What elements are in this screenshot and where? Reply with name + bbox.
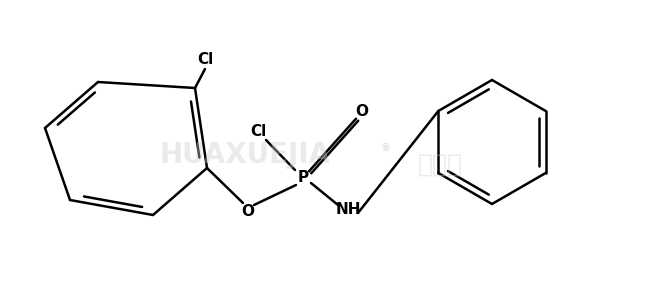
Text: 化学加: 化学加	[417, 153, 462, 177]
Text: Cl: Cl	[250, 124, 266, 140]
Text: O: O	[355, 105, 368, 119]
Text: NH: NH	[335, 202, 361, 218]
Text: P: P	[297, 171, 308, 185]
Text: ®: ®	[380, 143, 390, 153]
Text: Cl: Cl	[197, 53, 213, 67]
Text: HUAXUEJIA: HUAXUEJIA	[159, 141, 330, 169]
Text: O: O	[241, 204, 255, 218]
